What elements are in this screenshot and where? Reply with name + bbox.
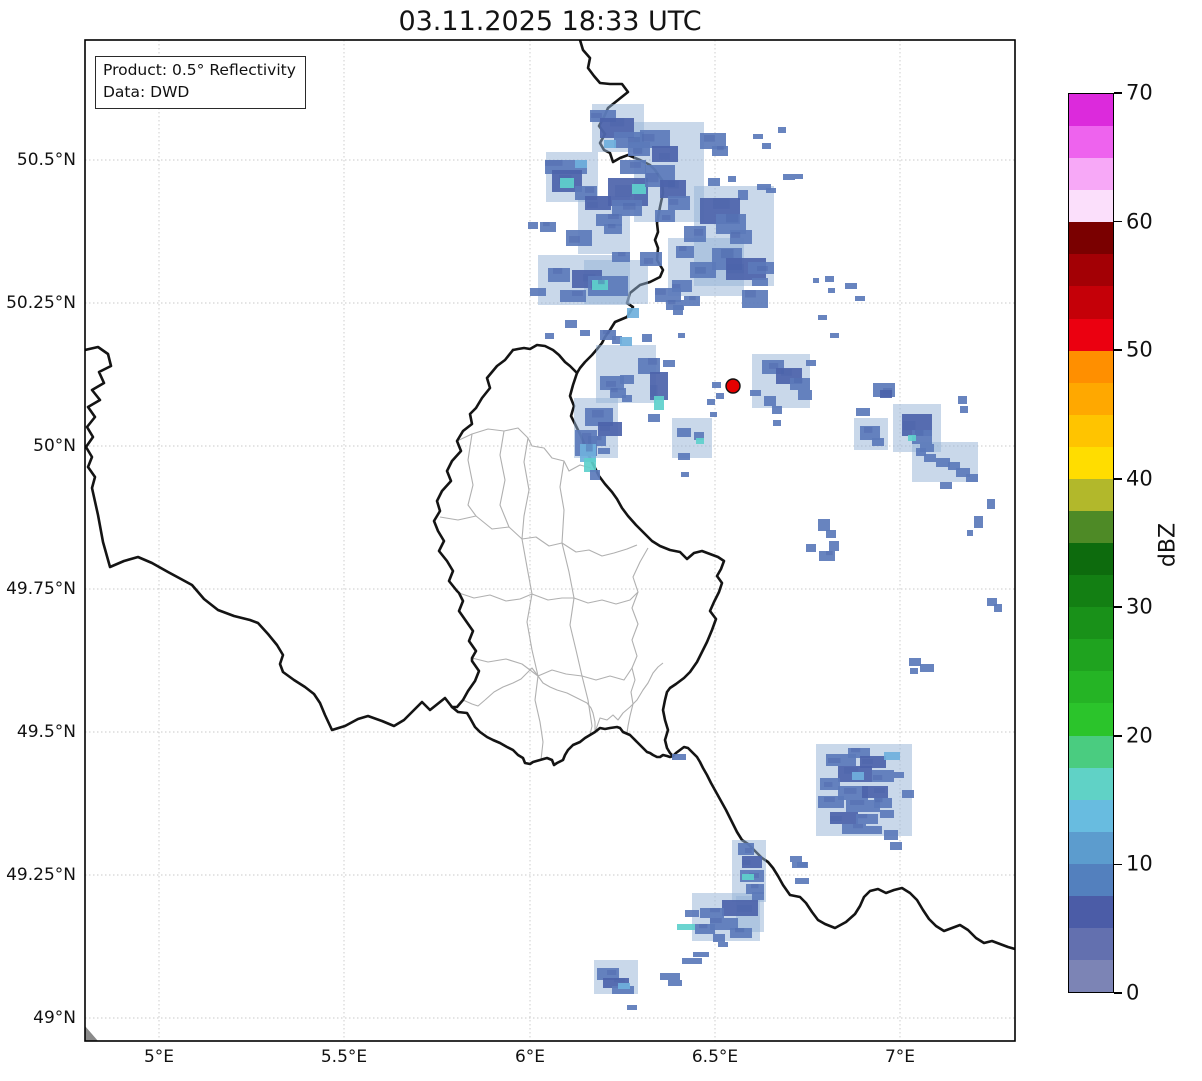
colorbar-segment xyxy=(1069,318,1113,351)
figure-title: 03.11.2025 18:33 UTC xyxy=(398,6,702,37)
colorbar-segment xyxy=(1069,350,1113,383)
x-tick-label: 5.5°E xyxy=(320,1047,368,1067)
colorbar-segment xyxy=(1069,158,1113,191)
radar-site-marker xyxy=(725,378,741,394)
colorbar-segment xyxy=(1069,639,1113,672)
colorbar-tick-mark xyxy=(1114,863,1122,866)
x-tick-label: 5°E xyxy=(143,1047,175,1067)
plot-frame xyxy=(84,39,1016,1042)
y-tick-label: 50°N xyxy=(33,436,76,456)
colorbar-segment xyxy=(1069,831,1113,864)
y-tick-label: 49.5°N xyxy=(16,722,76,742)
colorbar-segment xyxy=(1069,254,1113,287)
colorbar-segment xyxy=(1069,511,1113,544)
colorbar-tick-mark xyxy=(1114,349,1122,351)
colorbar-segment xyxy=(1069,222,1113,255)
colorbar-tick-label: 10 xyxy=(1126,851,1153,876)
plot-background xyxy=(85,40,1015,1041)
colorbar-tick-label: 30 xyxy=(1126,594,1153,619)
colorbar-tick-label: 40 xyxy=(1126,466,1153,491)
colorbar-segment xyxy=(1069,94,1113,127)
colorbar-tick-mark xyxy=(1114,606,1122,609)
colorbar-segment xyxy=(1069,735,1113,768)
colorbar-segment xyxy=(1069,799,1113,832)
colorbar-segment xyxy=(1069,446,1113,479)
product-line: Product: 0.5° Reflectivity xyxy=(103,61,296,79)
corner-wedge xyxy=(85,1026,98,1041)
colorbar-segment xyxy=(1069,286,1113,319)
data-source-line: Data: DWD xyxy=(103,82,190,101)
colorbar-tick-label: 20 xyxy=(1126,723,1153,748)
y-tick-label: 49.75°N xyxy=(6,579,76,599)
colorbar-tick-label: 70 xyxy=(1126,80,1153,105)
y-tick-label: 50.5°N xyxy=(16,150,76,170)
colorbar-segment xyxy=(1069,703,1113,736)
regional-borders xyxy=(439,427,664,761)
colorbar-axis-label: dBZ xyxy=(1155,522,1181,568)
x-tick-label: 7°E xyxy=(884,1047,916,1067)
product-annotation-box: Product: 0.5° Reflectivity Data: DWD xyxy=(95,56,306,110)
colorbar-segment xyxy=(1069,863,1113,896)
colorbar-segment xyxy=(1069,960,1113,993)
colorbar-segment xyxy=(1069,414,1113,447)
y-tick-label: 49°N xyxy=(33,1008,76,1028)
colorbar-segment xyxy=(1069,382,1113,415)
colorbar-tick-label: 60 xyxy=(1126,209,1153,234)
radar-echo-cells xyxy=(528,110,1002,1010)
colorbar xyxy=(1068,93,1114,993)
x-tick-label: 6.5°E xyxy=(691,1047,739,1067)
colorbar-segment xyxy=(1069,190,1113,223)
colorbar-segment xyxy=(1069,607,1113,640)
colorbar-tick-mark xyxy=(1114,992,1122,994)
colorbar-tick-mark xyxy=(1114,735,1122,737)
colorbar-tick-mark xyxy=(1114,477,1122,480)
colorbar-tick-mark xyxy=(1114,92,1122,94)
colorbar-segment xyxy=(1069,895,1113,929)
colorbar-segment xyxy=(1069,671,1113,704)
colorbar-tick-label: 50 xyxy=(1126,337,1153,362)
colorbar-segment xyxy=(1069,928,1113,961)
y-tick-label: 50.25°N xyxy=(6,293,76,313)
colorbar-segment xyxy=(1069,126,1113,159)
colorbar-segment xyxy=(1069,767,1113,800)
y-tick-label: 49.25°N xyxy=(6,865,76,885)
colorbar-tick-mark xyxy=(1114,220,1122,223)
colorbar-segment xyxy=(1069,543,1113,576)
colorbar-segment xyxy=(1069,575,1113,608)
x-tick-label: 6°E xyxy=(514,1047,546,1067)
colorbar-tick-label: 0 xyxy=(1126,980,1140,1005)
colorbar-segment xyxy=(1069,478,1113,512)
